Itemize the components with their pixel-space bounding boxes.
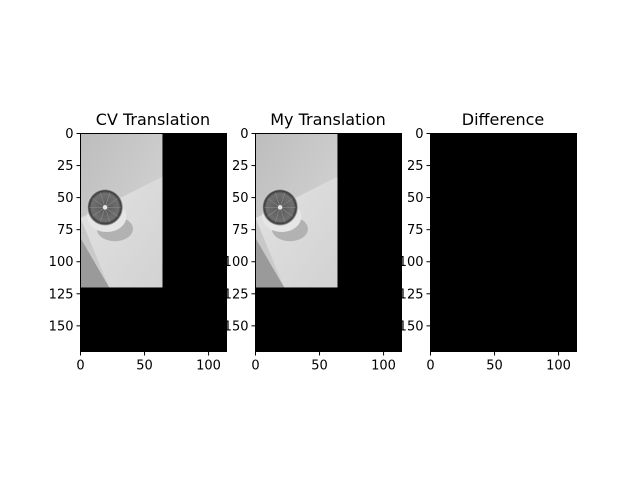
y-tick-label: 75 xyxy=(232,223,249,238)
panel-title: CV Translation xyxy=(96,110,210,129)
y-tick-label: 125 xyxy=(399,287,424,302)
x-tick-label: 100 xyxy=(196,359,221,374)
y-axis: 0 25 50 75 100 125 150 xyxy=(399,127,431,334)
x-tick-label: 50 xyxy=(486,359,503,374)
y-tick-label: 75 xyxy=(57,223,74,238)
y-tick-label: 50 xyxy=(57,191,74,206)
y-axis: 0 25 50 75 100 125 150 xyxy=(49,127,81,334)
y-tick-label: 100 xyxy=(224,255,249,270)
grapefruit-photo xyxy=(255,133,338,288)
x-tick-label: 0 xyxy=(251,359,259,374)
axes-frame xyxy=(80,133,227,352)
x-tick-label: 50 xyxy=(136,359,153,374)
x-tick-label: 50 xyxy=(311,359,328,374)
y-tick-label: 25 xyxy=(232,159,249,174)
y-tick-label: 25 xyxy=(57,159,74,174)
y-tick-label: 150 xyxy=(49,319,74,334)
x-axis: 0 50 100 xyxy=(251,351,396,374)
y-tick-label: 75 xyxy=(407,223,424,238)
y-tick-label: 125 xyxy=(224,287,249,302)
y-axis: 0 25 50 75 100 125 150 xyxy=(224,127,256,334)
x-axis: 0 50 100 xyxy=(76,351,221,374)
image-area xyxy=(80,133,227,352)
y-tick-label: 100 xyxy=(399,255,424,270)
y-tick-label: 100 xyxy=(49,255,74,270)
y-tick-label: 0 xyxy=(240,127,248,142)
y-tick-label: 150 xyxy=(399,319,424,334)
grapefruit-photo xyxy=(80,133,163,288)
y-tick-label: 125 xyxy=(49,287,74,302)
axes-frame xyxy=(430,133,577,352)
y-tick-label: 50 xyxy=(407,191,424,206)
y-tick-label: 25 xyxy=(407,159,424,174)
x-tick-label: 0 xyxy=(426,359,434,374)
x-tick-label: 100 xyxy=(546,359,571,374)
y-axes-layer: 0 25 50 75 100 125 150 0 25 50 75 100 125 150 xyxy=(224,127,431,334)
x-tick-label: 0 xyxy=(76,359,84,374)
y-tick-label: 0 xyxy=(65,127,73,142)
y-tick-label: 150 xyxy=(224,319,249,334)
panel-difference: Difference 0 50 100 xyxy=(426,110,577,374)
y-tick-label: 50 xyxy=(232,191,249,206)
image-area xyxy=(255,133,402,352)
x-axis: 0 50 100 xyxy=(426,351,571,374)
panel-cv-translation: CV Translation 0 25 50 75 100 125 150 0 50 100 xyxy=(49,110,227,374)
panel-title: My Translation xyxy=(270,110,386,129)
y-tick-label: 0 xyxy=(415,127,423,142)
image-background xyxy=(430,133,577,352)
axes-frame xyxy=(255,133,402,352)
x-tick-label: 100 xyxy=(371,359,396,374)
panel-my-translation: My Translation 0 50 100 xyxy=(251,110,402,374)
panel-title: Difference xyxy=(462,110,544,129)
image-area xyxy=(430,133,577,352)
